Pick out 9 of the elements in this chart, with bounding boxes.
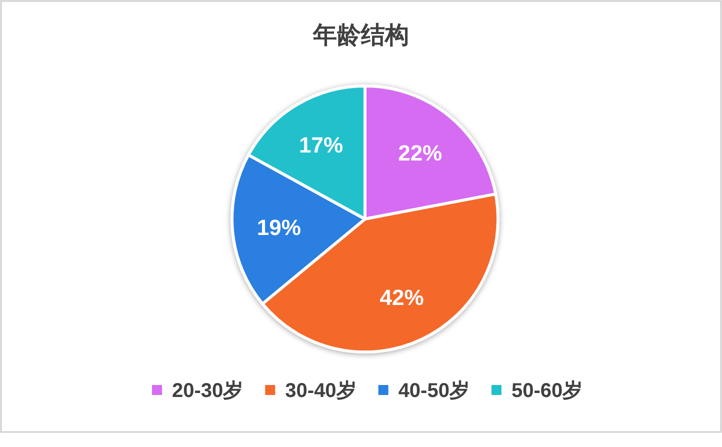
data-label: 22% xyxy=(398,140,442,166)
chart-title: 年龄结构 xyxy=(312,22,409,49)
legend-label: 30-40岁 xyxy=(285,380,356,402)
legend-label: 50-60岁 xyxy=(511,380,583,402)
data-label: 42% xyxy=(380,285,424,310)
legend-label: 20-30岁 xyxy=(172,380,244,402)
data-label: 19% xyxy=(256,215,301,240)
data-label: 17% xyxy=(298,132,344,158)
legend-label: 40-50岁 xyxy=(398,380,470,402)
